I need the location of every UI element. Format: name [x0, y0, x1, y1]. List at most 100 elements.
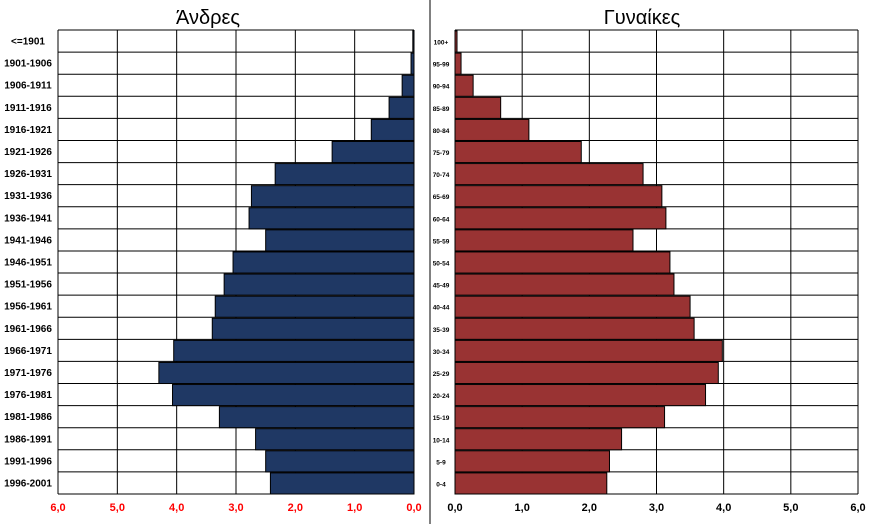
category-label-right: 65-69 — [433, 194, 450, 201]
bar-right-8 — [454, 207, 667, 230]
category-label-left: 1986-1991 — [4, 434, 52, 445]
bar-right-16 — [454, 384, 707, 407]
bar-left-4 — [370, 118, 415, 141]
category-label-left: 1921-1926 — [4, 147, 52, 158]
category-label-right: 80-84 — [433, 128, 450, 135]
bar-right-15 — [454, 361, 719, 385]
bar-right-13 — [454, 317, 695, 340]
category-label-right: 90-94 — [433, 84, 450, 91]
category-label-left: 1931-1936 — [4, 191, 52, 202]
category-label-left: 1946-1951 — [4, 258, 52, 269]
category-label-left: 1916-1921 — [4, 125, 52, 136]
bar-right-5 — [454, 140, 582, 164]
bar-left-3 — [388, 96, 415, 119]
x-tick-label-left: 1,0 — [347, 502, 362, 514]
category-label-left: 1981-1986 — [4, 412, 52, 423]
bar-left-9 — [265, 229, 415, 252]
bar-right-7 — [454, 185, 663, 208]
x-tick-label-right: 2,0 — [582, 502, 597, 514]
bar-right-20 — [454, 472, 608, 495]
chart-title-left: Άνδρες — [176, 7, 240, 29]
x-tick-label-right: 4,0 — [716, 502, 731, 514]
category-label-left: 1956-1961 — [4, 302, 52, 313]
bar-right-9 — [454, 229, 634, 252]
category-label-right: 85-89 — [433, 106, 450, 113]
bar-left-5 — [331, 140, 415, 164]
category-label-right: 0-4 — [436, 481, 446, 488]
x-tick-label-right: 3,0 — [649, 502, 664, 514]
bar-left-11 — [223, 273, 415, 296]
category-label-right: 20-24 — [433, 393, 450, 400]
category-label-left: <=1901 — [11, 37, 45, 48]
category-label-left: 1991-1996 — [4, 456, 52, 467]
bar-left-15 — [158, 361, 415, 385]
bar-left-17 — [218, 406, 415, 429]
category-label-right: 95-99 — [433, 62, 450, 69]
bar-left-14 — [173, 339, 415, 362]
x-tick-label-left: 2,0 — [288, 502, 303, 514]
category-label-left: 1996-2001 — [4, 478, 52, 489]
category-label-left: 1961-1966 — [4, 324, 52, 335]
category-label-right: 40-44 — [433, 305, 450, 312]
category-label-left: 1926-1931 — [4, 169, 52, 180]
bar-left-7 — [250, 185, 415, 208]
category-label-right: 35-39 — [433, 327, 450, 334]
bar-right-3 — [454, 96, 502, 119]
category-label-left: 1971-1976 — [4, 368, 52, 379]
bar-right-1 — [454, 52, 462, 75]
bar-left-8 — [248, 207, 415, 230]
bar-right-11 — [454, 273, 675, 296]
category-label-right: 55-59 — [433, 238, 450, 245]
category-label-right: 60-64 — [433, 216, 450, 223]
category-label-right: 25-29 — [433, 371, 450, 378]
category-label-right: 75-79 — [433, 150, 450, 157]
x-tick-label-right: 0,0 — [447, 502, 462, 514]
bar-right-14 — [454, 339, 723, 362]
bar-left-12 — [214, 295, 415, 318]
bar-right-19 — [454, 450, 610, 473]
bar-left-6 — [274, 163, 415, 186]
category-label-left: 1911-1916 — [4, 103, 52, 114]
bar-left-20 — [269, 472, 415, 495]
x-tick-label-right: 1,0 — [515, 502, 530, 514]
x-tick-label-right: 5,0 — [783, 502, 798, 514]
category-label-right: 70-74 — [433, 172, 450, 179]
bar-right-0 — [454, 30, 458, 53]
bar-right-6 — [454, 163, 644, 186]
bar-left-18 — [255, 428, 415, 451]
x-tick-label-left: 3,0 — [228, 502, 243, 514]
bar-left-0 — [412, 30, 415, 53]
category-label-left: 1976-1981 — [4, 390, 52, 401]
category-label-right: 10-14 — [433, 437, 450, 444]
category-label-right: 30-34 — [433, 349, 450, 356]
bar-right-4 — [454, 118, 530, 141]
bar-left-2 — [401, 74, 415, 97]
category-label-left: 1936-1941 — [4, 213, 52, 224]
category-label-right: 15-19 — [433, 415, 450, 422]
bar-left-19 — [265, 450, 415, 473]
bar-left-13 — [211, 317, 415, 340]
category-label-right: 100+ — [434, 40, 449, 47]
bar-right-2 — [454, 74, 474, 97]
bar-right-17 — [454, 406, 666, 429]
category-label-left: 1941-1946 — [4, 235, 52, 246]
x-tick-label-right: 6,0 — [850, 502, 865, 514]
x-tick-label-left: 0,0 — [406, 502, 421, 514]
category-label-left: 1901-1906 — [4, 59, 52, 70]
category-label-left: 1906-1911 — [4, 81, 52, 92]
chart-title-right: Γυναίκες — [604, 7, 681, 29]
category-label-right: 50-54 — [433, 261, 450, 268]
category-label-left: 1951-1956 — [4, 280, 52, 291]
bar-left-1 — [410, 52, 415, 75]
x-tick-label-left: 5,0 — [110, 502, 125, 514]
x-tick-label-left: 6,0 — [50, 502, 65, 514]
bar-left-16 — [172, 384, 415, 407]
bar-right-18 — [454, 428, 623, 451]
category-label-left: 1966-1971 — [4, 346, 52, 357]
x-tick-label-left: 4,0 — [169, 502, 184, 514]
bar-right-10 — [454, 251, 671, 274]
bar-left-10 — [232, 251, 415, 274]
bar-right-12 — [454, 295, 691, 318]
category-label-right: 5-9 — [436, 459, 446, 466]
